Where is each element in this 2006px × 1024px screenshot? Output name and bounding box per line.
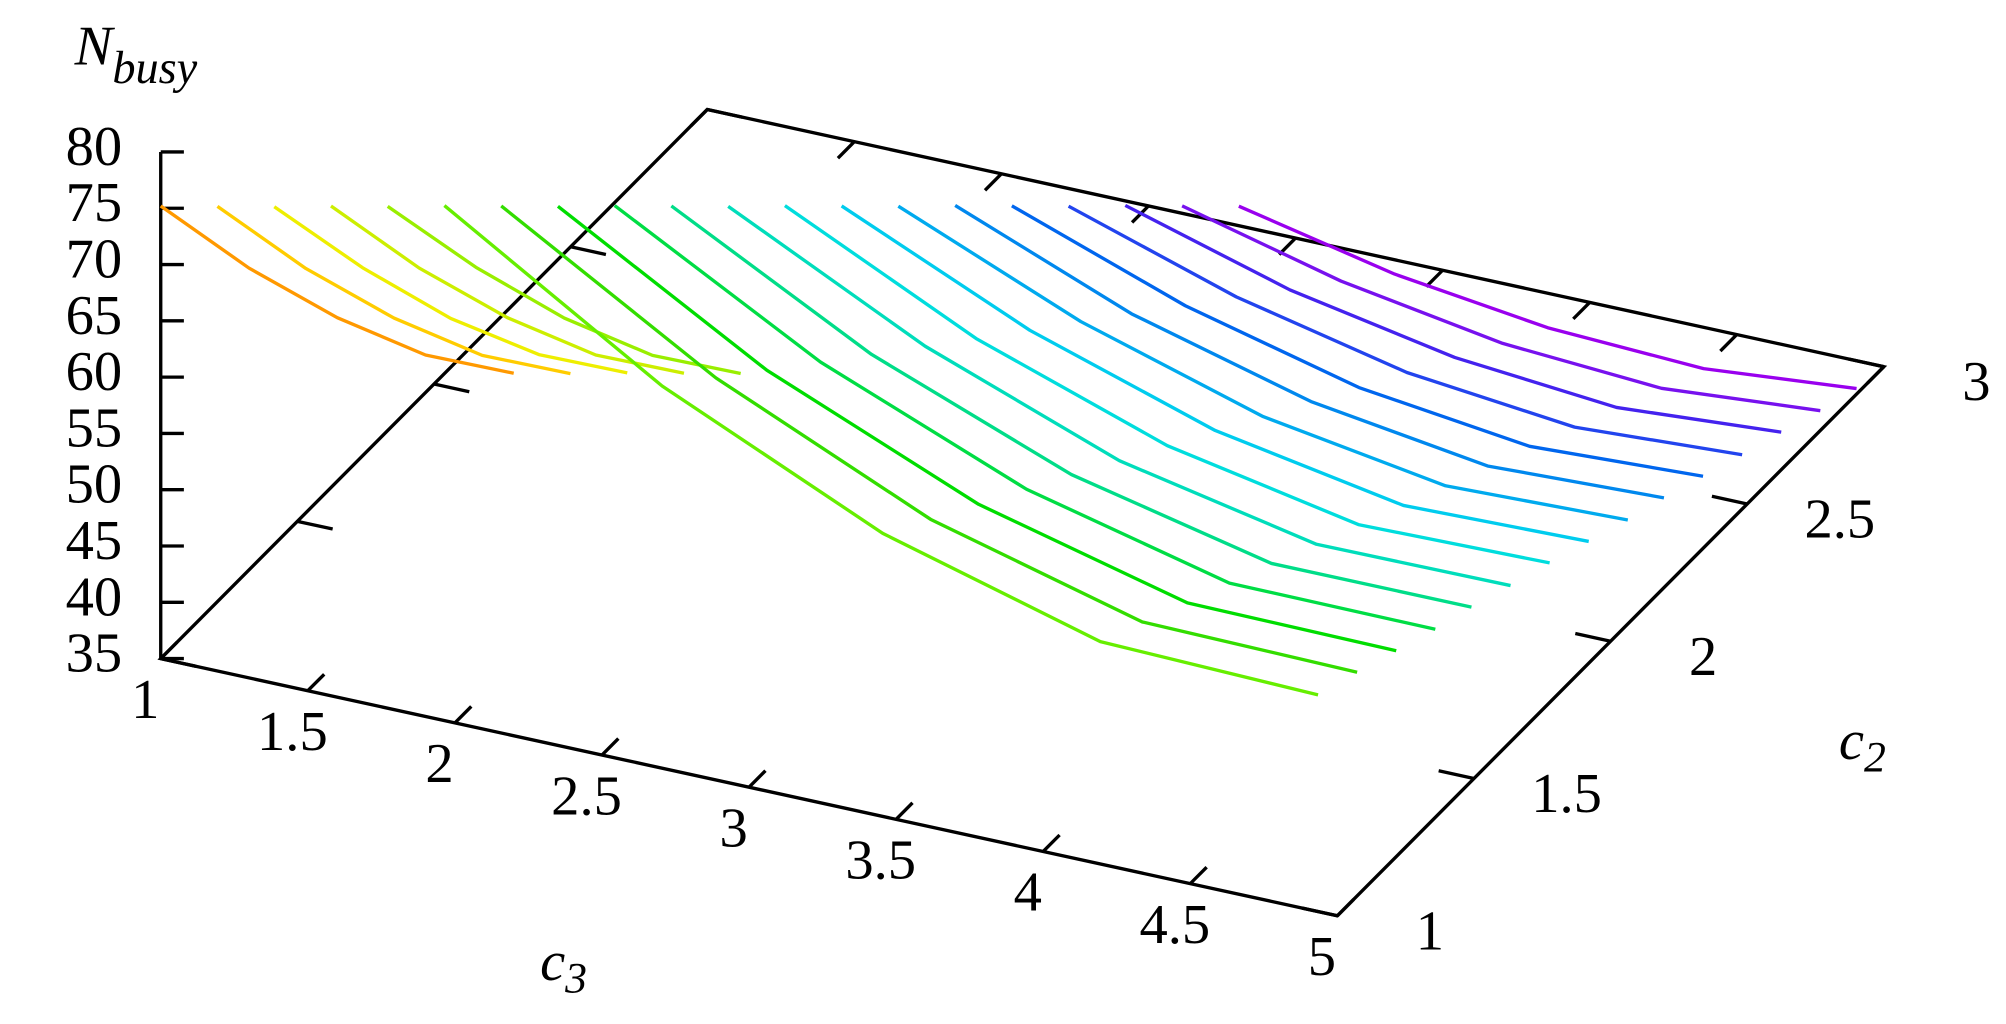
x-tick (1425, 269, 1444, 288)
z-axis-label: Nbusy (74, 16, 198, 94)
x-tick-label: 2 (425, 733, 453, 795)
x-tick (1189, 865, 1208, 885)
y-tick (1438, 769, 1475, 781)
y-tick (433, 382, 470, 394)
z-tick-label: 35 (66, 623, 123, 685)
series-line (613, 204, 1436, 631)
x-tick-label: 1 (131, 669, 159, 731)
x-axis-label: c3 (540, 931, 587, 1002)
x-tick (983, 172, 1003, 192)
series-line (1181, 204, 1821, 413)
x-tick (1041, 833, 1061, 853)
series-line (500, 204, 1358, 674)
x-tick-label: 1.5 (257, 701, 328, 763)
y-tick (297, 519, 334, 531)
series-line (386, 204, 742, 376)
x-tick (689, 108, 709, 128)
y-tick-label: 2 (1689, 626, 1717, 688)
x-tick (894, 801, 914, 821)
y-tick (706, 107, 743, 119)
x-tick (836, 140, 856, 160)
series-line (273, 205, 628, 375)
z-tick-label: 80 (66, 116, 123, 178)
z-tick-label: 70 (66, 229, 123, 291)
z-tick-label: 65 (66, 285, 123, 347)
series-line (1124, 203, 1782, 434)
z-tick-label: 40 (66, 566, 123, 628)
series-line (727, 204, 1511, 588)
series-line (556, 205, 1397, 653)
x-tick (747, 769, 767, 789)
base-frame (157, 107, 1888, 918)
y-tick-label: 3 (1962, 351, 1990, 413)
x-tick-label: 2.5 (551, 765, 622, 827)
y-tick (1301, 906, 1338, 918)
x-tick (1336, 898, 1355, 917)
series-line (1238, 204, 1857, 391)
series-line (1067, 204, 1743, 457)
z-tick-label: 55 (66, 397, 123, 459)
y-tick (570, 245, 607, 257)
series-line (783, 204, 1550, 565)
x-tick-label: 4.5 (1139, 894, 1210, 956)
z-tick-label: 45 (66, 510, 123, 572)
z-tick-label: 75 (66, 172, 123, 234)
series-line (443, 204, 1319, 697)
x-tick-label: 5 (1308, 926, 1336, 988)
z-tick-label: 60 (66, 341, 123, 403)
labels: c3 c2 Nbusy (74, 16, 1886, 1003)
x-tick (453, 705, 473, 725)
frame (157, 107, 1888, 918)
y-tick (1574, 631, 1611, 643)
x-tick (600, 737, 620, 757)
series-line (1011, 204, 1704, 478)
series-line (670, 204, 1472, 609)
x-tick (1572, 301, 1591, 321)
x-tick-label: 4 (1014, 862, 1042, 924)
x-tick-label: 3 (719, 797, 747, 859)
y-tick (1848, 357, 1885, 369)
series-line (954, 204, 1665, 500)
x-tick-label: 3.5 (845, 830, 916, 892)
series-line (840, 204, 1590, 544)
series-line (897, 204, 1629, 522)
y-tick (1711, 494, 1748, 506)
y-tick-label: 1.5 (1531, 763, 1602, 825)
x-tick (306, 673, 326, 692)
z-tick-label: 50 (66, 454, 123, 516)
lines (159, 203, 1857, 697)
x-tick (1866, 365, 1886, 385)
series-line (216, 204, 571, 376)
x-tick (1719, 333, 1738, 353)
series-line (330, 204, 685, 375)
y-axis-label: c2 (1839, 710, 1886, 781)
y-tick-label: 2.5 (1804, 489, 1875, 551)
y-tick-label: 1 (1416, 900, 1444, 962)
x-tick (159, 640, 179, 660)
series-line (159, 204, 515, 375)
